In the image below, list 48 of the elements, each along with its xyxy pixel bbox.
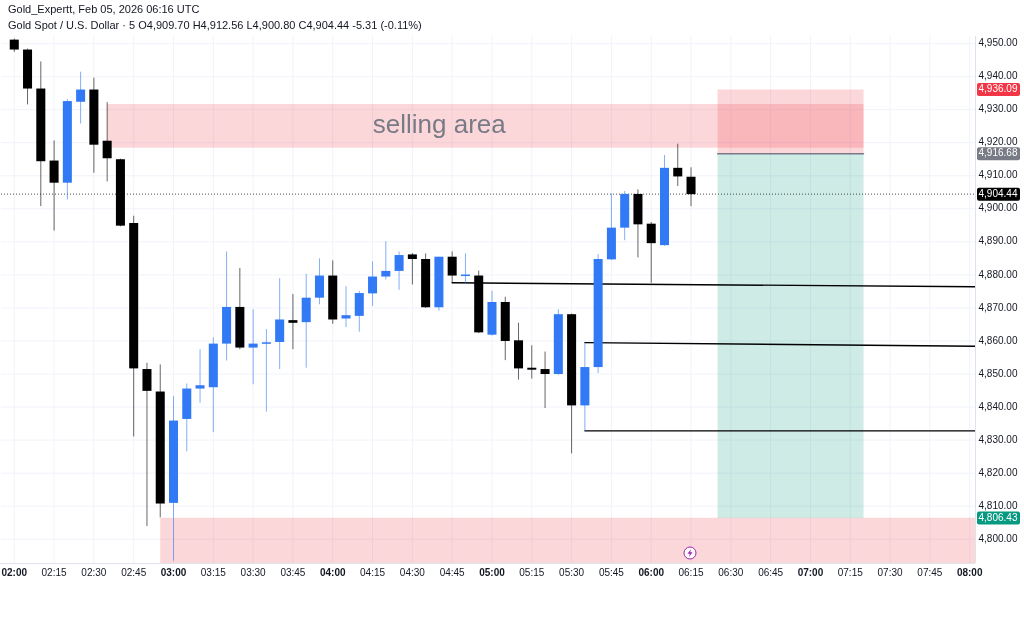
x-tick-label: 05:45 bbox=[598, 567, 625, 578]
y-tick-label: 4,830.00 bbox=[978, 433, 1018, 445]
x-tick-label: 03:15 bbox=[200, 567, 227, 578]
x-tick-label: 02:30 bbox=[81, 567, 107, 578]
x-tick-label: 06:15 bbox=[678, 567, 704, 578]
ref-line-label: 4,904.44 bbox=[978, 187, 1018, 199]
x-tick-label: 07:30 bbox=[877, 567, 904, 578]
y-tick-label: 4,890.00 bbox=[978, 235, 1018, 247]
y-tick-label: 4,820.00 bbox=[978, 466, 1018, 478]
x-tick-label: 04:15 bbox=[360, 567, 386, 578]
y-tick-label: 4,900.00 bbox=[978, 202, 1018, 214]
x-tick-label: 07:00 bbox=[797, 567, 824, 578]
y-tick-label: 4,810.00 bbox=[978, 499, 1018, 511]
x-tick-label: 04:00 bbox=[319, 567, 346, 578]
y-tick-label: 4,800.00 bbox=[978, 532, 1018, 544]
annotation: 4,936.09 bbox=[978, 83, 1018, 95]
x-tick-label: 02:00 bbox=[1, 567, 28, 578]
y-tick-label: 4,840.00 bbox=[978, 400, 1018, 412]
x-tick-label: 04:30 bbox=[399, 567, 426, 578]
y-tick-label: 4,860.00 bbox=[978, 334, 1018, 346]
x-tick-label: 02:15 bbox=[41, 567, 68, 578]
x-tick-label: 04:45 bbox=[439, 567, 466, 578]
x-tick-label: 06:45 bbox=[758, 567, 784, 578]
annotation: 4,916.68 bbox=[978, 147, 1018, 159]
y-tick-label: 4,920.00 bbox=[978, 136, 1018, 148]
annotation: selling area bbox=[372, 108, 507, 139]
y-tick-label: 4,880.00 bbox=[978, 268, 1018, 280]
x-tick-label: 05:15 bbox=[519, 567, 545, 578]
x-tick-label: 06:00 bbox=[638, 567, 665, 578]
y-tick-label: 4,940.00 bbox=[978, 70, 1018, 82]
y-tick-label: 4,930.00 bbox=[978, 103, 1018, 115]
y-tick-label: 4,870.00 bbox=[978, 301, 1018, 313]
x-tick-label: 05:30 bbox=[559, 567, 585, 578]
chart-title: Gold_Expertt, Feb 05, 2026 06:16 UTC bbox=[8, 3, 200, 15]
x-tick-label: 02:45 bbox=[121, 567, 147, 578]
x-tick-label: 03:00 bbox=[160, 567, 187, 578]
y-tick-label: 4,950.00 bbox=[978, 37, 1018, 49]
x-tick-label: 08:00 bbox=[956, 567, 983, 578]
y-tick-label: 4,850.00 bbox=[978, 367, 1018, 379]
x-tick-label: 03:30 bbox=[240, 567, 267, 578]
y-tick-label: 4,910.00 bbox=[978, 169, 1018, 181]
chart-subtitle: Gold Spot / U.S. Dollar · 5 O4,909.70 H4,912.56 L4,900.80 C4,904.44 -5.31 (-0.11%) bbox=[8, 19, 422, 31]
x-tick-label: 05:00 bbox=[479, 567, 506, 578]
x-tick-label: 03:45 bbox=[280, 567, 306, 578]
x-tick-label: 07:45 bbox=[917, 567, 943, 578]
annotation: 4,806.43 bbox=[978, 511, 1018, 523]
x-tick-label: 06:30 bbox=[718, 567, 744, 578]
x-tick-label: 07:15 bbox=[837, 567, 864, 578]
